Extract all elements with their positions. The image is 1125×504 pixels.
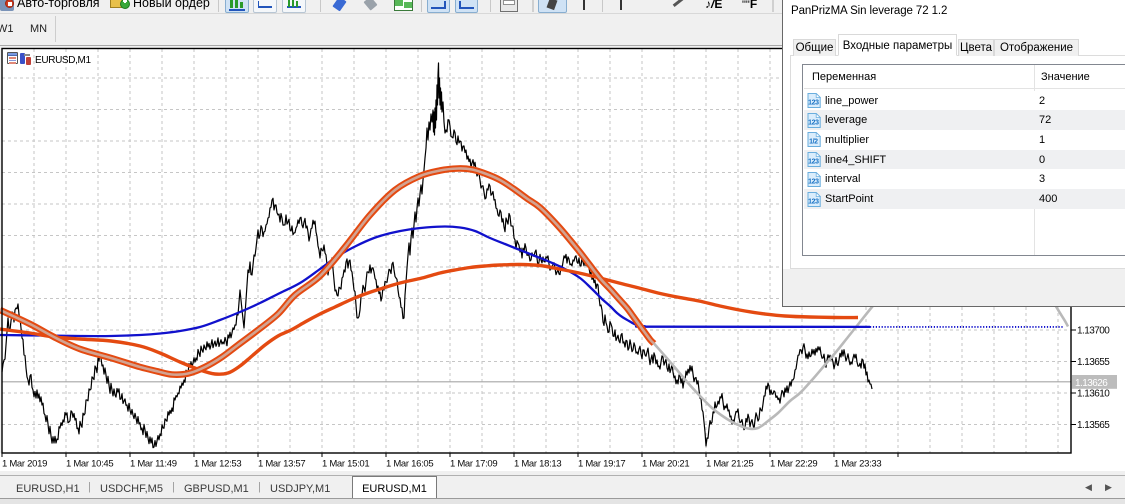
svg-text:1 Mar 10:45: 1 Mar 10:45 [66,459,113,470]
svg-text:1.13565: 1.13565 [1077,420,1110,431]
svg-text:1 Mar 16:05: 1 Mar 16:05 [386,459,433,470]
svg-text:1.13626: 1.13626 [1075,378,1108,389]
svg-text:123: 123 [808,159,819,166]
svg-text:1 Mar 18:13: 1 Mar 18:13 [514,459,561,470]
svg-text:123: 123 [808,198,819,205]
svg-text:123: 123 [808,119,819,126]
svg-text:1 Mar 20:21: 1 Mar 20:21 [642,459,689,470]
svg-text:1 Mar 2019: 1 Mar 2019 [2,459,47,470]
svg-text:1 Mar 19:17: 1 Mar 19:17 [578,459,625,470]
svg-text:123: 123 [808,178,819,185]
svg-text:1 Mar 13:57: 1 Mar 13:57 [258,459,305,470]
svg-text:1 Mar 21:25: 1 Mar 21:25 [706,459,753,470]
svg-text:1.13700: 1.13700 [1077,326,1110,337]
svg-text:1 Mar 17:09: 1 Mar 17:09 [450,459,497,470]
svg-text:1 Mar 11:49: 1 Mar 11:49 [130,459,177,470]
svg-text:123: 123 [808,100,819,107]
svg-text:1 Mar 12:53: 1 Mar 12:53 [194,459,241,470]
svg-text:1.13610: 1.13610 [1077,389,1110,400]
svg-text:1.13655: 1.13655 [1077,357,1110,368]
svg-text:1 Mar 22:29: 1 Mar 22:29 [770,459,817,470]
svg-text:1 Mar 15:01: 1 Mar 15:01 [322,459,369,470]
svg-text:1/2: 1/2 [809,139,818,146]
svg-text:1 Mar 23:33: 1 Mar 23:33 [834,459,881,470]
